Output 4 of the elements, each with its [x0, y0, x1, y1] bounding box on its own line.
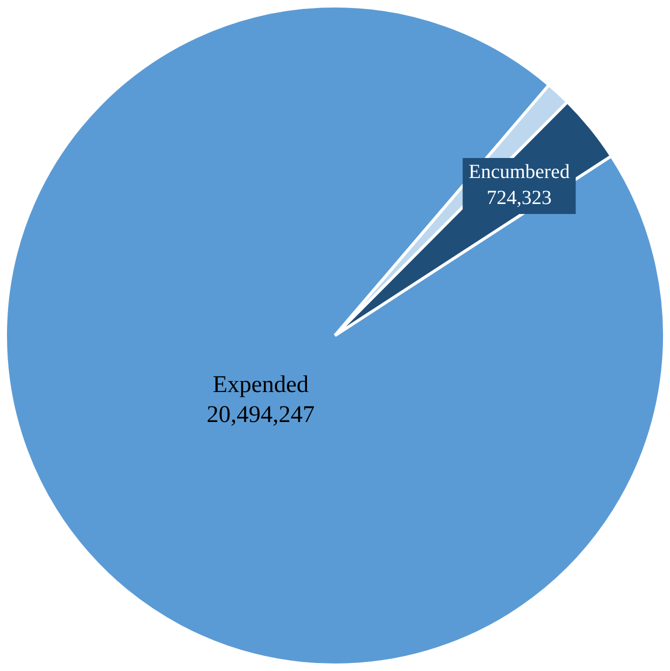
slice-label: Expended: [212, 372, 309, 398]
data-label: 724,323: [486, 187, 552, 210]
data-label: 20,494,247: [206, 402, 315, 428]
slice-label: Encumbered: [468, 161, 570, 184]
